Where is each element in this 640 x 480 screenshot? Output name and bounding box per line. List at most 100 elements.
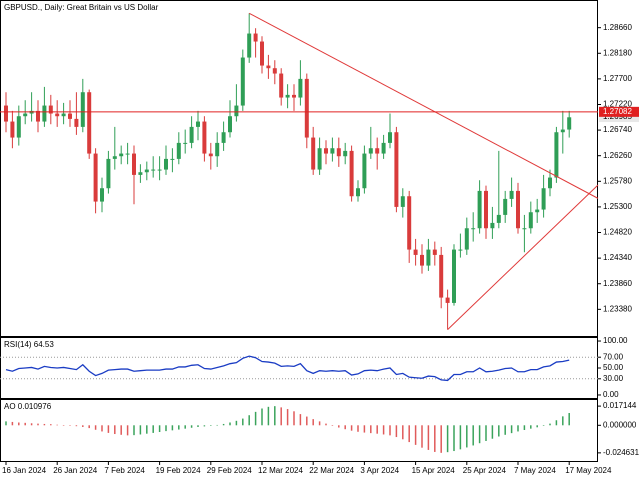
candle-body — [516, 190, 520, 229]
last-price-box — [599, 112, 639, 123]
y-tick-label: 0.00 — [603, 390, 619, 399]
candle-body — [560, 129, 565, 133]
candle-body — [157, 169, 162, 171]
ao-bar — [363, 425, 366, 433]
y-tick-label: 0.017144 — [603, 401, 637, 410]
candle-body — [541, 188, 546, 210]
ao-bar — [306, 416, 308, 426]
candle-body — [548, 177, 552, 189]
price-line-box — [599, 106, 639, 117]
candle-body — [189, 126, 194, 143]
candle-body — [132, 153, 136, 175]
ao-bar — [203, 425, 206, 427]
candle-body — [106, 158, 111, 189]
ao-bar — [222, 423, 225, 426]
candle-body — [221, 132, 226, 143]
candle-body — [407, 196, 412, 250]
rsi-line — [5, 355, 570, 382]
candle-body — [484, 190, 488, 229]
y-tick-label: 100.00 — [603, 336, 628, 345]
candle-body — [298, 78, 303, 98]
ao-bar — [190, 425, 193, 428]
y-tick-label: 1.25300 — [603, 202, 632, 211]
candle-body — [471, 228, 476, 230]
price-line-label: 1.27082 — [603, 107, 632, 116]
ao-bar — [376, 425, 378, 434]
ao-bar — [318, 421, 321, 426]
candle-body — [55, 113, 60, 117]
y-tick-label: 1.25780 — [603, 176, 632, 185]
candle-body — [119, 153, 124, 157]
x-tick-label: 25 Apr 2024 — [463, 466, 507, 475]
ao-bar — [107, 425, 110, 433]
rsi-frame — [0, 337, 598, 399]
ao-bar — [24, 422, 26, 426]
y-tick-label: 1.23860 — [603, 279, 632, 288]
candle-body — [400, 196, 405, 207]
candle-body — [567, 117, 572, 130]
candle-body — [477, 190, 482, 229]
candle-body — [496, 214, 501, 223]
x-tick-label: 17 May 2024 — [565, 466, 612, 475]
y-tick-label: 30.00 — [603, 374, 624, 383]
candle-body — [68, 113, 72, 119]
candle-body — [381, 142, 386, 154]
candle-body — [234, 105, 239, 117]
candle-body — [266, 65, 271, 69]
candle-body — [464, 228, 469, 250]
candle-body — [87, 92, 92, 154]
ao-bar — [43, 423, 46, 426]
main-frame — [0, 0, 598, 337]
ao-bar — [139, 425, 142, 435]
ao-bar — [325, 423, 327, 426]
candle-body — [375, 148, 380, 154]
y-tick-label: 1.24820 — [603, 228, 632, 237]
candle-body — [36, 110, 40, 122]
candle-body — [356, 188, 360, 197]
ao-bar — [242, 418, 244, 426]
ao-bar — [478, 425, 481, 444]
ao-bar — [491, 425, 494, 439]
ao-bar — [229, 422, 231, 426]
ao-bar — [312, 419, 314, 426]
candle-body — [503, 198, 508, 215]
ao-bar — [5, 421, 7, 426]
candle-body — [285, 94, 290, 98]
candle-body — [426, 249, 431, 266]
candle-body — [144, 169, 149, 173]
ao-bar — [56, 424, 58, 426]
trendline — [447, 184, 599, 330]
ao-bar — [171, 425, 174, 431]
ao-bar — [498, 425, 500, 437]
candle-body — [445, 297, 450, 303]
candle-body — [522, 228, 527, 230]
candle-body — [535, 209, 540, 213]
panel-title: RSI(14) 64.53 — [4, 340, 54, 349]
candle-body — [100, 188, 104, 202]
y-tick-label: -0.024631 — [603, 448, 640, 457]
ao-bar — [274, 406, 276, 426]
ao-bar — [158, 425, 161, 433]
candle-body — [388, 132, 392, 143]
ao-bar — [146, 425, 148, 434]
ao-bar — [101, 425, 103, 432]
y-tick-label: 1.24340 — [603, 253, 632, 262]
panel-title: GBPUSD., Daily: Great Britain vs US Doll… — [4, 3, 159, 12]
ao-bar — [510, 425, 513, 434]
ao-bar — [350, 425, 353, 431]
candle-body — [112, 156, 117, 159]
candle-body — [349, 150, 354, 197]
ao-bar — [197, 425, 199, 427]
candle-body — [362, 153, 367, 189]
ao-bar — [299, 414, 302, 426]
ao-bar — [472, 425, 474, 446]
candle-body — [439, 254, 444, 298]
candle-body — [413, 249, 418, 255]
panel-title: AO 0.010976 — [4, 402, 52, 411]
candle-body — [509, 190, 514, 199]
candle-body — [93, 153, 98, 202]
ao-bar — [542, 425, 545, 426]
ao-bar — [30, 423, 33, 426]
candle-body — [292, 94, 296, 98]
